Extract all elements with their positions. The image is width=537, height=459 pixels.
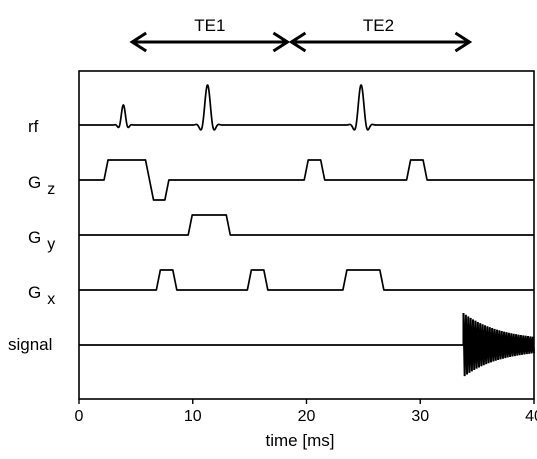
- gx-trace: [79, 269, 534, 291]
- interval-arrow: [129, 31, 291, 53]
- interval-arrow: [288, 31, 473, 53]
- interval-te1: TE1: [129, 16, 291, 53]
- x-tick-label: 10: [184, 408, 202, 425]
- channel-label-rf: rf: [28, 117, 39, 136]
- x-tick-label: 40: [525, 408, 537, 425]
- interval-label: TE2: [363, 16, 394, 35]
- channel-gy: [79, 214, 534, 236]
- channel-gz: [79, 159, 534, 201]
- x-tick-label: 30: [411, 408, 429, 425]
- channel-rf: [79, 84, 534, 131]
- channel-labels: rf G z G y G x signal: [8, 117, 55, 354]
- x-tick-label: 20: [298, 408, 316, 425]
- interval-markers: TE1 TE2: [129, 16, 473, 53]
- x-axis-ticks: 0 10 20 30 40: [75, 399, 537, 425]
- rf-trace: [79, 84, 534, 131]
- gy-trace: [79, 214, 534, 236]
- x-tick-label: 0: [75, 408, 84, 425]
- channel-traces: [79, 84, 535, 377]
- signal-echo: [462, 312, 535, 377]
- interval-te2: TE2: [288, 16, 473, 53]
- gz-trace: [79, 159, 534, 201]
- interval-label: TE1: [194, 16, 225, 35]
- channel-gx: [79, 269, 534, 291]
- channel-signal: [79, 312, 535, 377]
- x-axis-label: time [ms]: [266, 431, 335, 450]
- channel-label-signal: signal: [8, 335, 52, 354]
